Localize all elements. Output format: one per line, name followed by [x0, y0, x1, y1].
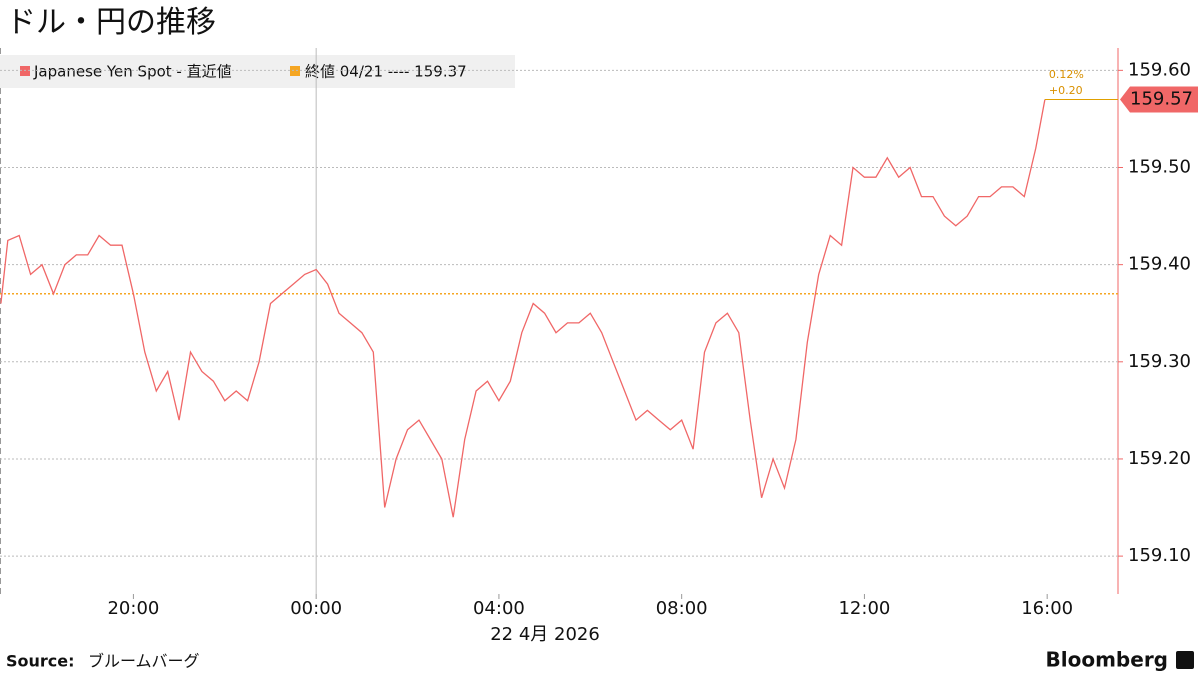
brand: Bloomberg [1046, 648, 1168, 672]
legend-box [0, 55, 515, 88]
y-tick-label: 159.40 [1128, 254, 1191, 275]
source-label: Source: [6, 652, 75, 671]
brand-icon [1176, 651, 1194, 669]
annotation: +0.20 [1049, 84, 1083, 97]
last-value-tag [1120, 86, 1198, 113]
x-tick-label: 16:00 [1021, 598, 1073, 619]
x-date-label: 22 4月 2026 [490, 624, 600, 645]
y-tick-label: 159.60 [1128, 59, 1191, 80]
legend-label: Japanese Yen Spot - 直近値 [33, 63, 232, 81]
y-tick-label: 159.50 [1128, 156, 1191, 177]
y-tick-label: 159.10 [1128, 545, 1191, 566]
x-tick-label: 08:00 [656, 598, 708, 619]
x-tick-label: 04:00 [473, 598, 525, 619]
annotation: 0.12% [1049, 68, 1084, 81]
x-tick-label: 12:00 [838, 598, 890, 619]
last-value-label: 159.57 [1130, 88, 1193, 109]
x-tick-label: 00:00 [290, 598, 342, 619]
x-tick-label: 20:00 [107, 598, 159, 619]
y-tick-label: 159.20 [1128, 448, 1191, 469]
chart-title: ドル・円の推移 [6, 5, 216, 40]
series-line [0, 99, 1046, 518]
legend-swatch [20, 66, 30, 76]
source: ブルームバーグ [88, 652, 200, 671]
legend-label: 終値 04/21 ---- 159.37 [305, 63, 467, 81]
y-tick-label: 159.30 [1128, 351, 1191, 372]
legend-swatch [290, 66, 300, 76]
